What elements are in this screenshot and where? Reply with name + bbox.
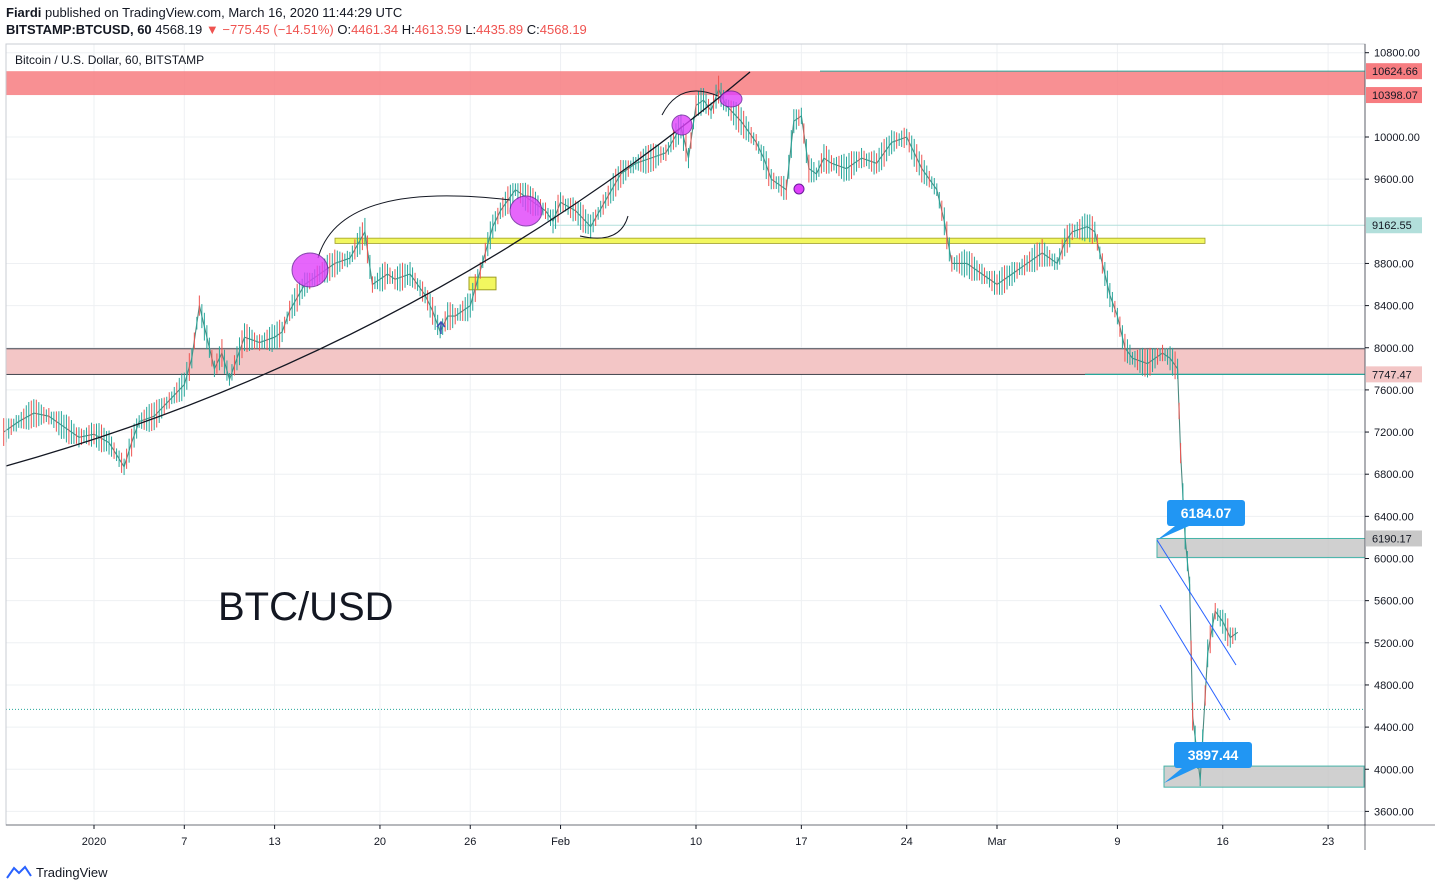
last-price: 4568.19 bbox=[155, 22, 203, 37]
x-tick-label: 23 bbox=[1322, 836, 1334, 848]
ohlc-line: BITSTAMP:BTCUSD, 60 4568.19 ▼ −775.45 (−… bbox=[6, 22, 587, 37]
up-arrow-icon bbox=[436, 320, 446, 334]
trend-curve bbox=[5, 71, 751, 467]
y-tick-label: 10800.00 bbox=[1374, 48, 1420, 60]
gray-zone-upper bbox=[1156, 537, 1366, 558]
y-tick-label: 9600.00 bbox=[1374, 174, 1414, 186]
y-tick-label: 10000.00 bbox=[1374, 132, 1420, 144]
low-label: L: bbox=[465, 22, 477, 37]
chart-header: Fiardi published on TradingView.com, Mar… bbox=[0, 0, 1435, 44]
close-label: C: bbox=[526, 22, 540, 37]
x-tick-label: Mar bbox=[988, 836, 1007, 848]
trend-drawings bbox=[5, 71, 1237, 721]
price-change: −775.45 (−14.51%) bbox=[222, 22, 334, 37]
price-label-box bbox=[1366, 217, 1422, 234]
arrow-arc-3 bbox=[579, 215, 629, 239]
x-tick-label: 24 bbox=[901, 836, 913, 848]
y-tick-label: 4800.00 bbox=[1374, 680, 1414, 692]
x-tick-label: 17 bbox=[795, 836, 807, 848]
y-tick-label: 4400.00 bbox=[1374, 722, 1414, 734]
marker-circle-1 bbox=[291, 252, 329, 288]
author-name[interactable]: Fiardi bbox=[6, 5, 42, 20]
high-value: 4613.59 bbox=[414, 22, 462, 37]
callout-pointer bbox=[1157, 526, 1189, 540]
price-label-box bbox=[1366, 63, 1422, 80]
x-tick-label: 20 bbox=[374, 836, 386, 848]
x-tick-label: 26 bbox=[464, 836, 476, 848]
high-label: H: bbox=[401, 22, 415, 37]
x-tick-label: Feb bbox=[551, 836, 570, 848]
y-tick-label: 5200.00 bbox=[1374, 638, 1414, 650]
arrow-arc-2 bbox=[661, 90, 719, 116]
arrow-arc-1 bbox=[317, 195, 511, 259]
price-label: 7747.47 bbox=[1372, 369, 1412, 381]
y-tick-label: 3600.00 bbox=[1374, 806, 1414, 818]
channel-lower bbox=[1159, 604, 1231, 721]
down-arrow-icon: ▼ bbox=[205, 22, 219, 37]
chart-grid bbox=[6, 44, 1365, 825]
y-tick-label: 7600.00 bbox=[1374, 385, 1414, 397]
callout-text: 6184.07 bbox=[1181, 505, 1232, 521]
close-value: 4568.19 bbox=[539, 22, 587, 37]
channel-upper bbox=[1156, 539, 1237, 666]
y-tick-label: 6000.00 bbox=[1374, 554, 1414, 566]
footer: TradingView bbox=[6, 862, 108, 882]
price-label: 10624.66 bbox=[1372, 66, 1418, 78]
tradingview-brand[interactable]: TradingView bbox=[36, 864, 108, 880]
marker-circle-3 bbox=[671, 114, 693, 136]
publish-info: published on TradingView.com, March 16, … bbox=[45, 5, 403, 20]
y-tick-label: 8800.00 bbox=[1374, 258, 1414, 270]
callout-text: 3897.44 bbox=[1188, 747, 1239, 763]
callout-box bbox=[1174, 742, 1252, 768]
chart-axes: 10800.00 10000.00 9600.00 8800.00 8400.00 800… bbox=[5, 43, 1435, 850]
price-callouts: 6184.07 3897.44 bbox=[1157, 500, 1252, 783]
y-tick-label: 7200.00 bbox=[1374, 427, 1414, 439]
y-tick-label: 8400.00 bbox=[1374, 301, 1414, 313]
yellow-zone bbox=[334, 237, 1206, 244]
open-value: 4461.34 bbox=[351, 22, 399, 37]
price-label-box bbox=[1366, 366, 1422, 383]
x-tick-label: 16 bbox=[1217, 836, 1229, 848]
watermark-text: BTC/USD bbox=[218, 585, 394, 629]
price-label: 6190.17 bbox=[1372, 533, 1412, 545]
price-line bbox=[3, 88, 1239, 780]
x-tick-label: 9 bbox=[1114, 836, 1120, 848]
y-tick-label: 8000.00 bbox=[1374, 343, 1414, 355]
publish-line: Fiardi published on TradingView.com, Mar… bbox=[6, 5, 402, 20]
gray-zone-lower bbox=[1163, 765, 1365, 788]
marker-circle-4 bbox=[719, 90, 743, 108]
price-series bbox=[3, 75, 1239, 787]
tradingview-logo-icon[interactable] bbox=[6, 865, 32, 879]
x-tick-label: 7 bbox=[181, 836, 187, 848]
price-label-box bbox=[1366, 87, 1422, 104]
resistance-zone bbox=[6, 71, 1365, 96]
marker-dot bbox=[793, 183, 805, 195]
price-axis-labels: 10624.66 10398.07 9162.55 7747.47 6190.17 bbox=[1366, 63, 1422, 547]
open-label: O: bbox=[337, 22, 352, 37]
price-label: 9162.55 bbox=[1372, 220, 1412, 232]
y-tick-label: 6400.00 bbox=[1374, 511, 1414, 523]
y-tick-label: 4000.00 bbox=[1374, 764, 1414, 776]
x-tick-label: 10 bbox=[690, 836, 702, 848]
price-label-box bbox=[1366, 530, 1422, 547]
x-tick-label: 2020 bbox=[82, 836, 106, 848]
price-label: 10398.07 bbox=[1372, 90, 1418, 102]
callout-pointer bbox=[1164, 768, 1196, 783]
callout-box bbox=[1167, 500, 1245, 526]
marker-circle-2 bbox=[509, 195, 543, 227]
symbol-label: BITSTAMP:BTCUSD, 60 bbox=[6, 22, 152, 37]
y-tick-label: 6800.00 bbox=[1374, 469, 1414, 481]
x-tick-label: 13 bbox=[268, 836, 280, 848]
y-tick-label: 5600.00 bbox=[1374, 596, 1414, 608]
low-value: 4435.89 bbox=[476, 22, 524, 37]
drawn-zones bbox=[5, 70, 1366, 788]
chart-title: Bitcoin / U.S. Dollar, 60, BITSTAMP bbox=[15, 53, 204, 67]
